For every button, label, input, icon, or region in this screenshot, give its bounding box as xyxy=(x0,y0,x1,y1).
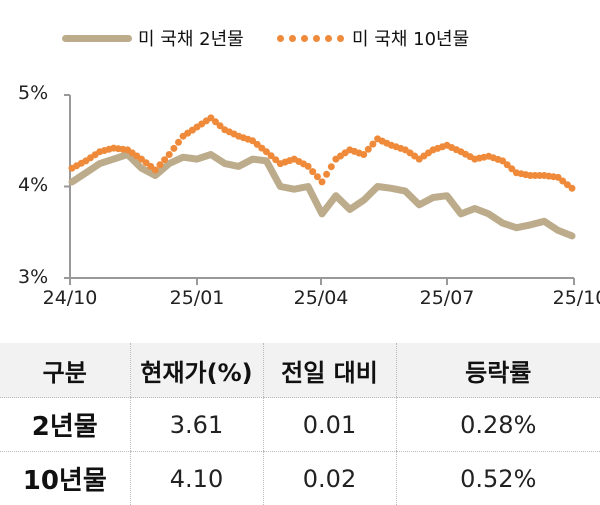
yield-table: 구분 현재가(%) 전일 대비 등락률 2년물 3.61 0.01 0.28% … xyxy=(0,343,600,505)
table-row: 2년물 3.61 0.01 0.28% xyxy=(0,398,600,452)
cell-rate: 0.28% xyxy=(396,398,600,452)
header-change: 전일 대비 xyxy=(263,343,396,398)
x-tick-2507: 25/07 xyxy=(420,287,475,309)
table-row: 10년물 4.10 0.02 0.52% xyxy=(0,452,600,505)
axes xyxy=(64,95,574,285)
row-label: 10년물 xyxy=(0,452,130,505)
series-10y-dots xyxy=(69,114,576,191)
x-tick-2510: 25/10 xyxy=(553,287,600,309)
cell-change: 0.02 xyxy=(263,452,396,505)
x-tick-2504: 25/04 xyxy=(294,287,349,309)
header-price: 현재가(%) xyxy=(130,343,263,398)
row-label: 2년물 xyxy=(0,398,130,452)
header-category: 구분 xyxy=(0,343,130,398)
cell-price: 3.61 xyxy=(130,398,263,452)
x-tick-2501: 25/01 xyxy=(170,287,225,309)
cell-rate: 0.52% xyxy=(396,452,600,505)
yield-chart: 미 국채 2년물 미 국채 10년물 5% 4% 3% 24/10 25/01 … xyxy=(0,0,600,330)
cell-change: 0.01 xyxy=(263,398,396,452)
header-rate: 등락률 xyxy=(396,343,600,398)
table-header-row: 구분 현재가(%) 전일 대비 등락률 xyxy=(0,343,600,398)
cell-price: 4.10 xyxy=(130,452,263,505)
plot-area xyxy=(0,0,600,330)
x-tick-2410: 24/10 xyxy=(43,287,98,309)
series-2y-line xyxy=(72,155,572,236)
